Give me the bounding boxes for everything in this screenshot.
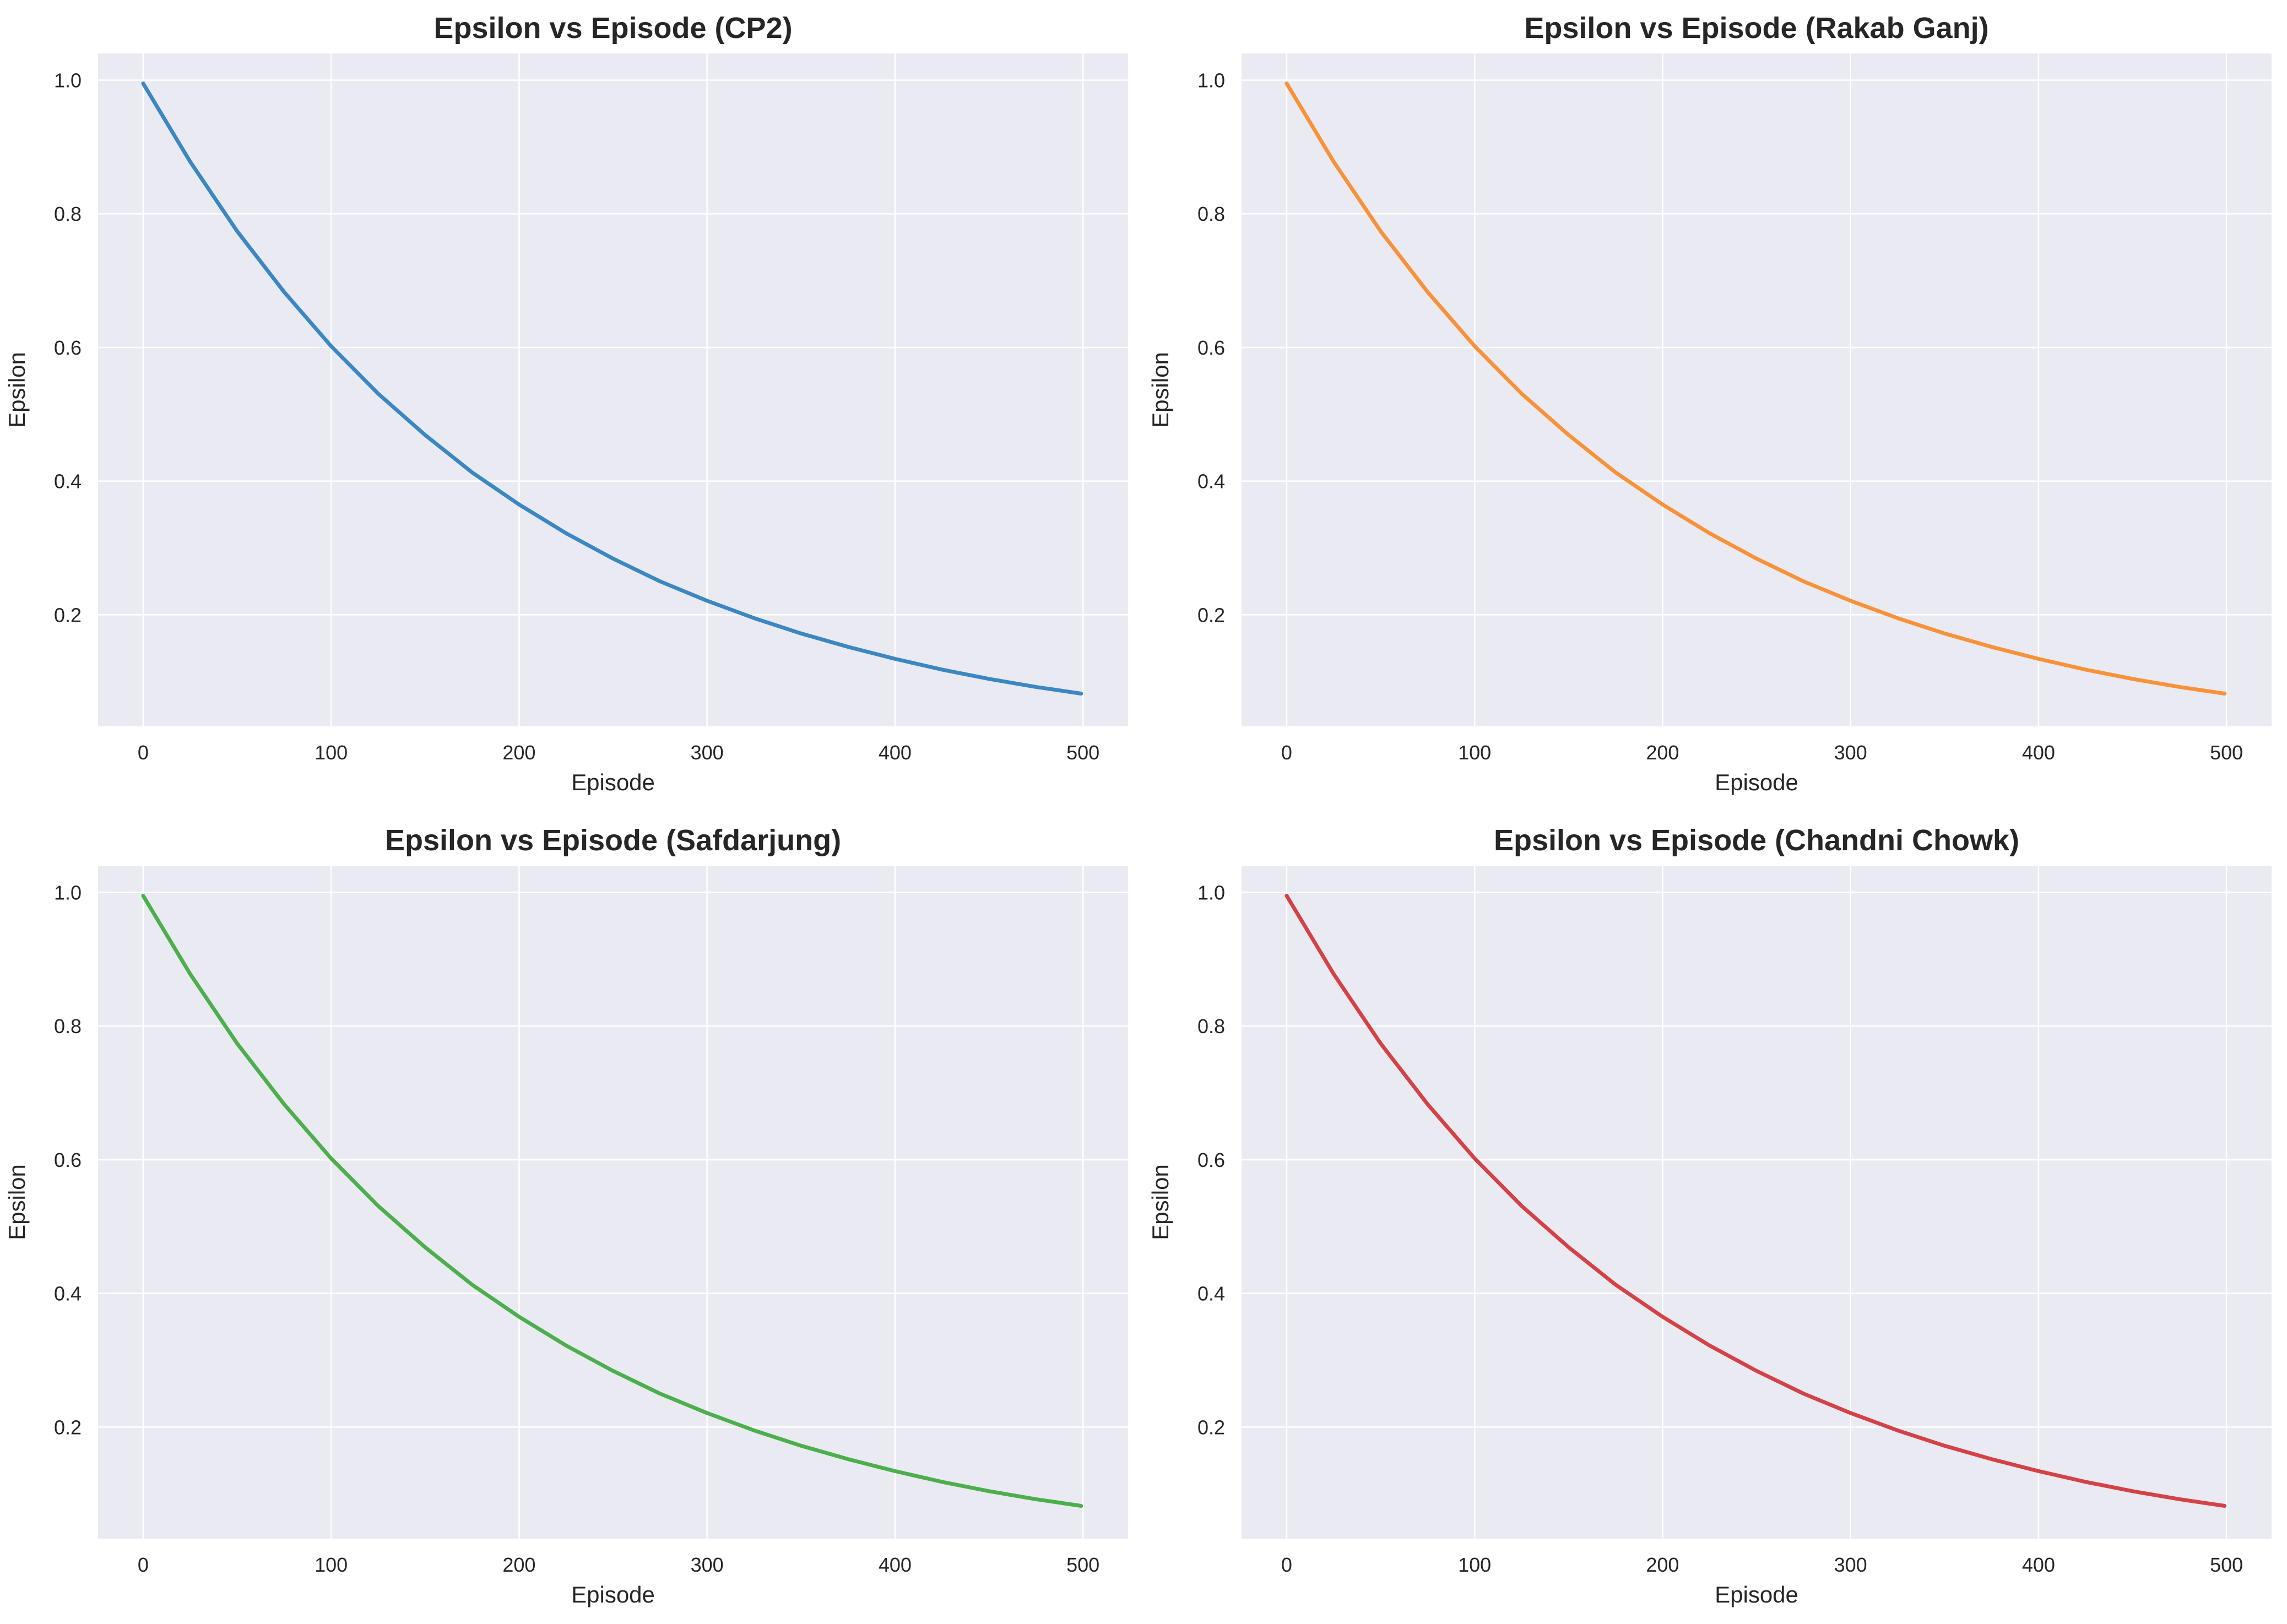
y-tick-label: 0.6 — [1197, 336, 1225, 359]
x-tick-label: 500 — [1066, 1554, 1099, 1576]
y-tick-label: 0.6 — [54, 336, 82, 359]
x-tick-label: 0 — [1281, 741, 1292, 764]
epsilon-series-line — [141, 82, 1083, 696]
y-tick-label: 0.8 — [1197, 203, 1225, 225]
chart-panel-4: 0 100 200 300 400 500 0.2 0.4 0.6 0.8 1.0 Epsilon v… — [1147, 824, 2272, 1607]
y-axis-label: Epsilon — [1147, 352, 1173, 428]
chart-panel-2: 0 100 200 300 400 500 0.2 0.4 0.6 0.8 1.0 Epsilon v… — [1147, 12, 2272, 795]
y-tick-label: 0.8 — [1197, 1015, 1225, 1038]
x-tick-label: 200 — [1646, 741, 1679, 764]
x-tick-label: 200 — [502, 741, 535, 764]
y-tick-label: 0.2 — [54, 1416, 82, 1438]
y-tick-label: 1.0 — [1197, 69, 1225, 92]
y-tick-label: 0.8 — [54, 1015, 82, 1038]
x-tick-label: 400 — [879, 741, 912, 764]
chart-title: Epsilon vs Episode (Rakab Ganj) — [1524, 12, 1988, 45]
chart-title: Epsilon vs Episode (Safdarjung) — [385, 824, 841, 857]
y-tick-label: 0.4 — [1197, 470, 1225, 493]
x-tick-label: 300 — [691, 1554, 724, 1576]
x-tick-label: 400 — [879, 1554, 912, 1576]
y-tick-label: 0.2 — [54, 604, 82, 626]
y-tick-label: 1.0 — [1197, 882, 1225, 904]
x-tick-label: 0 — [138, 741, 149, 764]
x-tick-label: 100 — [315, 741, 348, 764]
y-tick-label: 1.0 — [54, 69, 82, 92]
y-axis-label: Epsilon — [4, 1164, 30, 1240]
chart-title: Epsilon vs Episode (Chandni Chowk) — [1494, 824, 2019, 857]
x-tick-label: 300 — [691, 741, 724, 764]
epsilon-series-line — [141, 894, 1083, 1508]
x-tick-label: 0 — [1281, 1554, 1292, 1576]
y-axis-label: Epsilon — [1147, 1164, 1173, 1240]
y-tick-label: 0.6 — [54, 1149, 82, 1171]
epsilon-series-line — [1285, 894, 2227, 1508]
x-tick-label: 200 — [502, 1554, 535, 1576]
x-tick-label: 0 — [138, 1554, 149, 1576]
x-tick-label: 100 — [1458, 741, 1491, 764]
chart-title: Epsilon vs Episode (CP2) — [433, 12, 792, 45]
plot-area — [98, 53, 1128, 726]
x-axis-label: Episode — [1715, 769, 1798, 795]
x-tick-label: 400 — [2022, 741, 2055, 764]
x-axis-label: Episode — [1715, 1582, 1798, 1607]
x-tick-label: 500 — [2210, 1554, 2243, 1576]
x-tick-label: 500 — [1066, 741, 1099, 764]
x-tick-label: 100 — [315, 1554, 348, 1576]
y-tick-label: 0.4 — [54, 470, 82, 493]
x-axis-label: Episode — [571, 769, 655, 795]
plot-area — [1242, 866, 2272, 1539]
x-tick-label: 400 — [2022, 1554, 2055, 1576]
y-tick-label: 0.2 — [1197, 604, 1225, 626]
y-tick-label: 0.6 — [1197, 1149, 1225, 1171]
x-tick-label: 100 — [1458, 1554, 1491, 1576]
x-axis-label: Episode — [571, 1582, 655, 1607]
y-tick-label: 0.2 — [1197, 1416, 1225, 1438]
x-tick-label: 200 — [1646, 1554, 1679, 1576]
y-axis-label: Epsilon — [4, 352, 30, 428]
x-tick-label: 300 — [1834, 741, 1867, 764]
y-tick-label: 1.0 — [54, 882, 82, 904]
x-tick-label: 500 — [2210, 741, 2243, 764]
y-tick-label: 0.8 — [54, 203, 82, 225]
x-tick-label: 300 — [1834, 1554, 1867, 1576]
y-tick-label: 0.4 — [54, 1283, 82, 1305]
epsilon-series-line — [1285, 82, 2227, 696]
plot-area — [1242, 53, 2272, 726]
plot-area — [98, 866, 1128, 1539]
chart-panel-1: 0 100 200 300 400 500 0.2 0.4 0.6 0.8 1.0 Epsilon v… — [4, 12, 1128, 795]
chart-panel-3: 0 100 200 300 400 500 0.2 0.4 0.6 0.8 1.0 Epsilon v… — [4, 824, 1128, 1607]
y-tick-label: 0.4 — [1197, 1283, 1225, 1305]
